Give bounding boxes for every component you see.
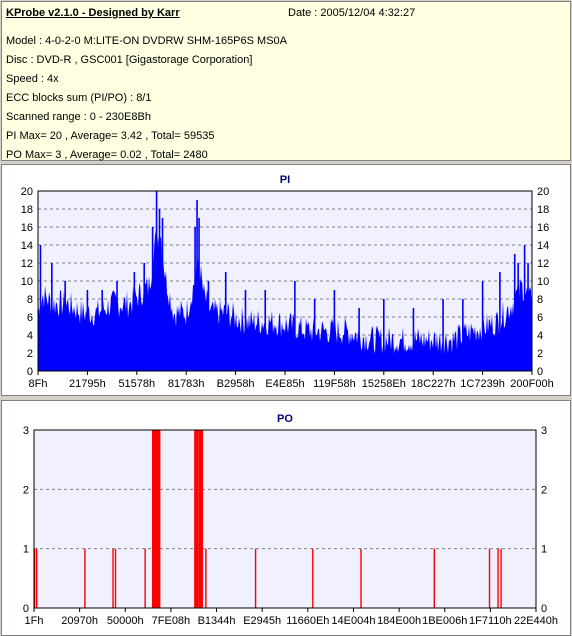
- po-bar: [112, 548, 114, 608]
- po-bar: [500, 548, 502, 608]
- info-pi-stats: PI Max= 20 , Average= 3.42 , Total= 5953…: [6, 130, 215, 142]
- po-x-tick-label: 22E440h: [514, 615, 558, 627]
- pi-x-tick-label: 8Fh: [29, 378, 48, 390]
- info-ecc-blocks: ECC blocks sum (PI/PO) : 8/1: [6, 92, 152, 104]
- pi-y-tick-left: 12: [21, 258, 33, 270]
- pi-x-tick-label: 15258Eh: [362, 378, 406, 390]
- pi-x-tick-label: 21795h: [69, 378, 106, 390]
- pi-y-tick-right: 14: [537, 240, 549, 252]
- po-bar: [144, 548, 146, 608]
- po-bar: [155, 430, 159, 608]
- po-x-tick-label: E2945h: [243, 615, 281, 627]
- po-chart-panel: PO 0 0 1 1 2 2 3 3 1Fh 20970h 50000h 7FE08h B1344h E29…: [1, 400, 571, 636]
- po-x-tick-label: 1Fh: [25, 615, 44, 627]
- po-plot-area: [34, 430, 536, 608]
- po-bar: [153, 430, 157, 608]
- pi-y-tick-right: 6: [537, 312, 543, 324]
- po-y-tick-right: 0: [541, 603, 547, 615]
- po-y-tick-right: 3: [541, 425, 547, 437]
- po-x-tick-label: 1BE006h: [422, 615, 467, 627]
- po-bar: [433, 548, 435, 608]
- scan-date: Date : 2005/12/04 4:32:27: [288, 7, 416, 19]
- po-bar: [254, 548, 257, 608]
- pi-y-tick-right: 2: [537, 348, 543, 360]
- po-chart-title: PO: [277, 413, 293, 425]
- po-bar: [312, 548, 314, 608]
- info-disc: Disc : DVD-R , GSC001 [Gigastorage Corpo…: [6, 54, 253, 66]
- pi-chart-panel: PI 0 0 2 2 4 4 6 6 8 8 10 10 12 12 14 14 16 16 18 18 20 20 8Fh 2…: [1, 164, 571, 396]
- info-panel: KProbe v2.1.0 - Designed by Karr Date : …: [1, 1, 571, 161]
- info-speed: Speed : 4x: [6, 73, 59, 85]
- po-x-tick-label: 1F7110h: [469, 615, 512, 627]
- po-bar: [34, 548, 36, 608]
- app-title: KProbe v2.1.0 - Designed by Karr: [6, 7, 180, 19]
- po-bar: [205, 548, 207, 608]
- pi-series-area: [38, 230, 532, 371]
- info-po-stats: PO Max= 3 , Average= 0.02 , Total= 2480: [6, 149, 208, 161]
- pi-x-tick-label: 200F00h: [510, 378, 553, 390]
- pi-x-tick-label: 18C227h: [411, 378, 456, 390]
- po-bar: [36, 548, 38, 608]
- pi-y-tick-left: 4: [27, 330, 33, 342]
- pi-y-tick-left: 6: [27, 312, 33, 324]
- pi-y-tick-left: 16: [21, 222, 33, 234]
- po-chart: PO 0 0 1 1 2 2 3 3 1Fh 20970h 50000h 7FE08h B1344h E29…: [23, 413, 558, 627]
- pi-y-tick-left: 10: [21, 276, 33, 288]
- pi-y-tick-right: 10: [537, 276, 549, 288]
- po-bar: [198, 430, 202, 608]
- pi-y-tick-right: 4: [537, 330, 543, 342]
- pi-x-tick-label: 119F58h: [313, 378, 356, 390]
- po-bar: [157, 430, 161, 608]
- pi-y-tick-left: 8: [27, 294, 33, 306]
- po-x-tick-label: 184E00h: [377, 615, 421, 627]
- info-scanned-range: Scanned range : 0 - 230E8Bh: [6, 111, 151, 123]
- pi-y-tick-right: 0: [537, 366, 543, 378]
- po-y-tick-left: 2: [23, 484, 29, 496]
- po-bar: [114, 548, 117, 608]
- po-x-tick-label: 50000h: [107, 615, 144, 627]
- pi-y-tick-right: 18: [537, 204, 549, 216]
- pi-chart-title: PI: [280, 174, 290, 186]
- info-model: Model : 4-0-2-0 M:LITE-ON DVDRW SHM-165P…: [6, 35, 287, 47]
- pi-y-tick-right: 8: [537, 294, 543, 306]
- pi-y-tick-left: 2: [27, 348, 33, 360]
- po-y-tick-right: 1: [541, 544, 547, 556]
- pi-y-tick-left: 20: [21, 186, 33, 198]
- po-bar: [194, 430, 197, 608]
- po-y-tick-left: 1: [23, 544, 29, 556]
- po-y-tick-left: 3: [23, 425, 29, 437]
- po-x-tick-label: 7FE08h: [152, 615, 191, 627]
- po-plot-border: [33, 429, 537, 609]
- pi-x-tick-label: 1C7239h: [460, 378, 505, 390]
- po-bar: [200, 430, 204, 608]
- po-bar: [151, 430, 155, 608]
- pi-x-tick-label: 81783h: [168, 378, 205, 390]
- pi-y-tick-left: 0: [27, 366, 33, 378]
- pi-y-tick-right: 12: [537, 258, 549, 270]
- po-y-tick-left: 0: [23, 603, 29, 615]
- po-x-tick-label: 20970h: [61, 615, 98, 627]
- pi-x-tick-label: B2958h: [217, 378, 255, 390]
- po-bar: [497, 548, 499, 608]
- po-bar: [196, 430, 199, 608]
- po-x-tick-label: 11660Eh: [286, 615, 329, 627]
- pi-y-tick-right: 16: [537, 222, 549, 234]
- pi-chart: PI 0 0 2 2 4 4 6 6 8 8 10 10 12 12 14 14 16 16 18 18 20 20 8Fh 2…: [21, 174, 554, 390]
- po-bar: [84, 548, 86, 608]
- po-y-tick-right: 2: [541, 484, 547, 496]
- po-x-tick-label: B1344h: [198, 615, 236, 627]
- po-x-tick-label: 14E004h: [331, 615, 375, 627]
- pi-x-tick-label: 51578h: [118, 378, 155, 390]
- po-bar: [488, 548, 491, 608]
- pi-y-tick-left: 14: [21, 240, 33, 252]
- pi-x-tick-label: E4E85h: [265, 378, 304, 390]
- po-bar: [360, 548, 362, 608]
- pi-y-tick-right: 20: [537, 186, 549, 198]
- pi-y-tick-left: 18: [21, 204, 33, 216]
